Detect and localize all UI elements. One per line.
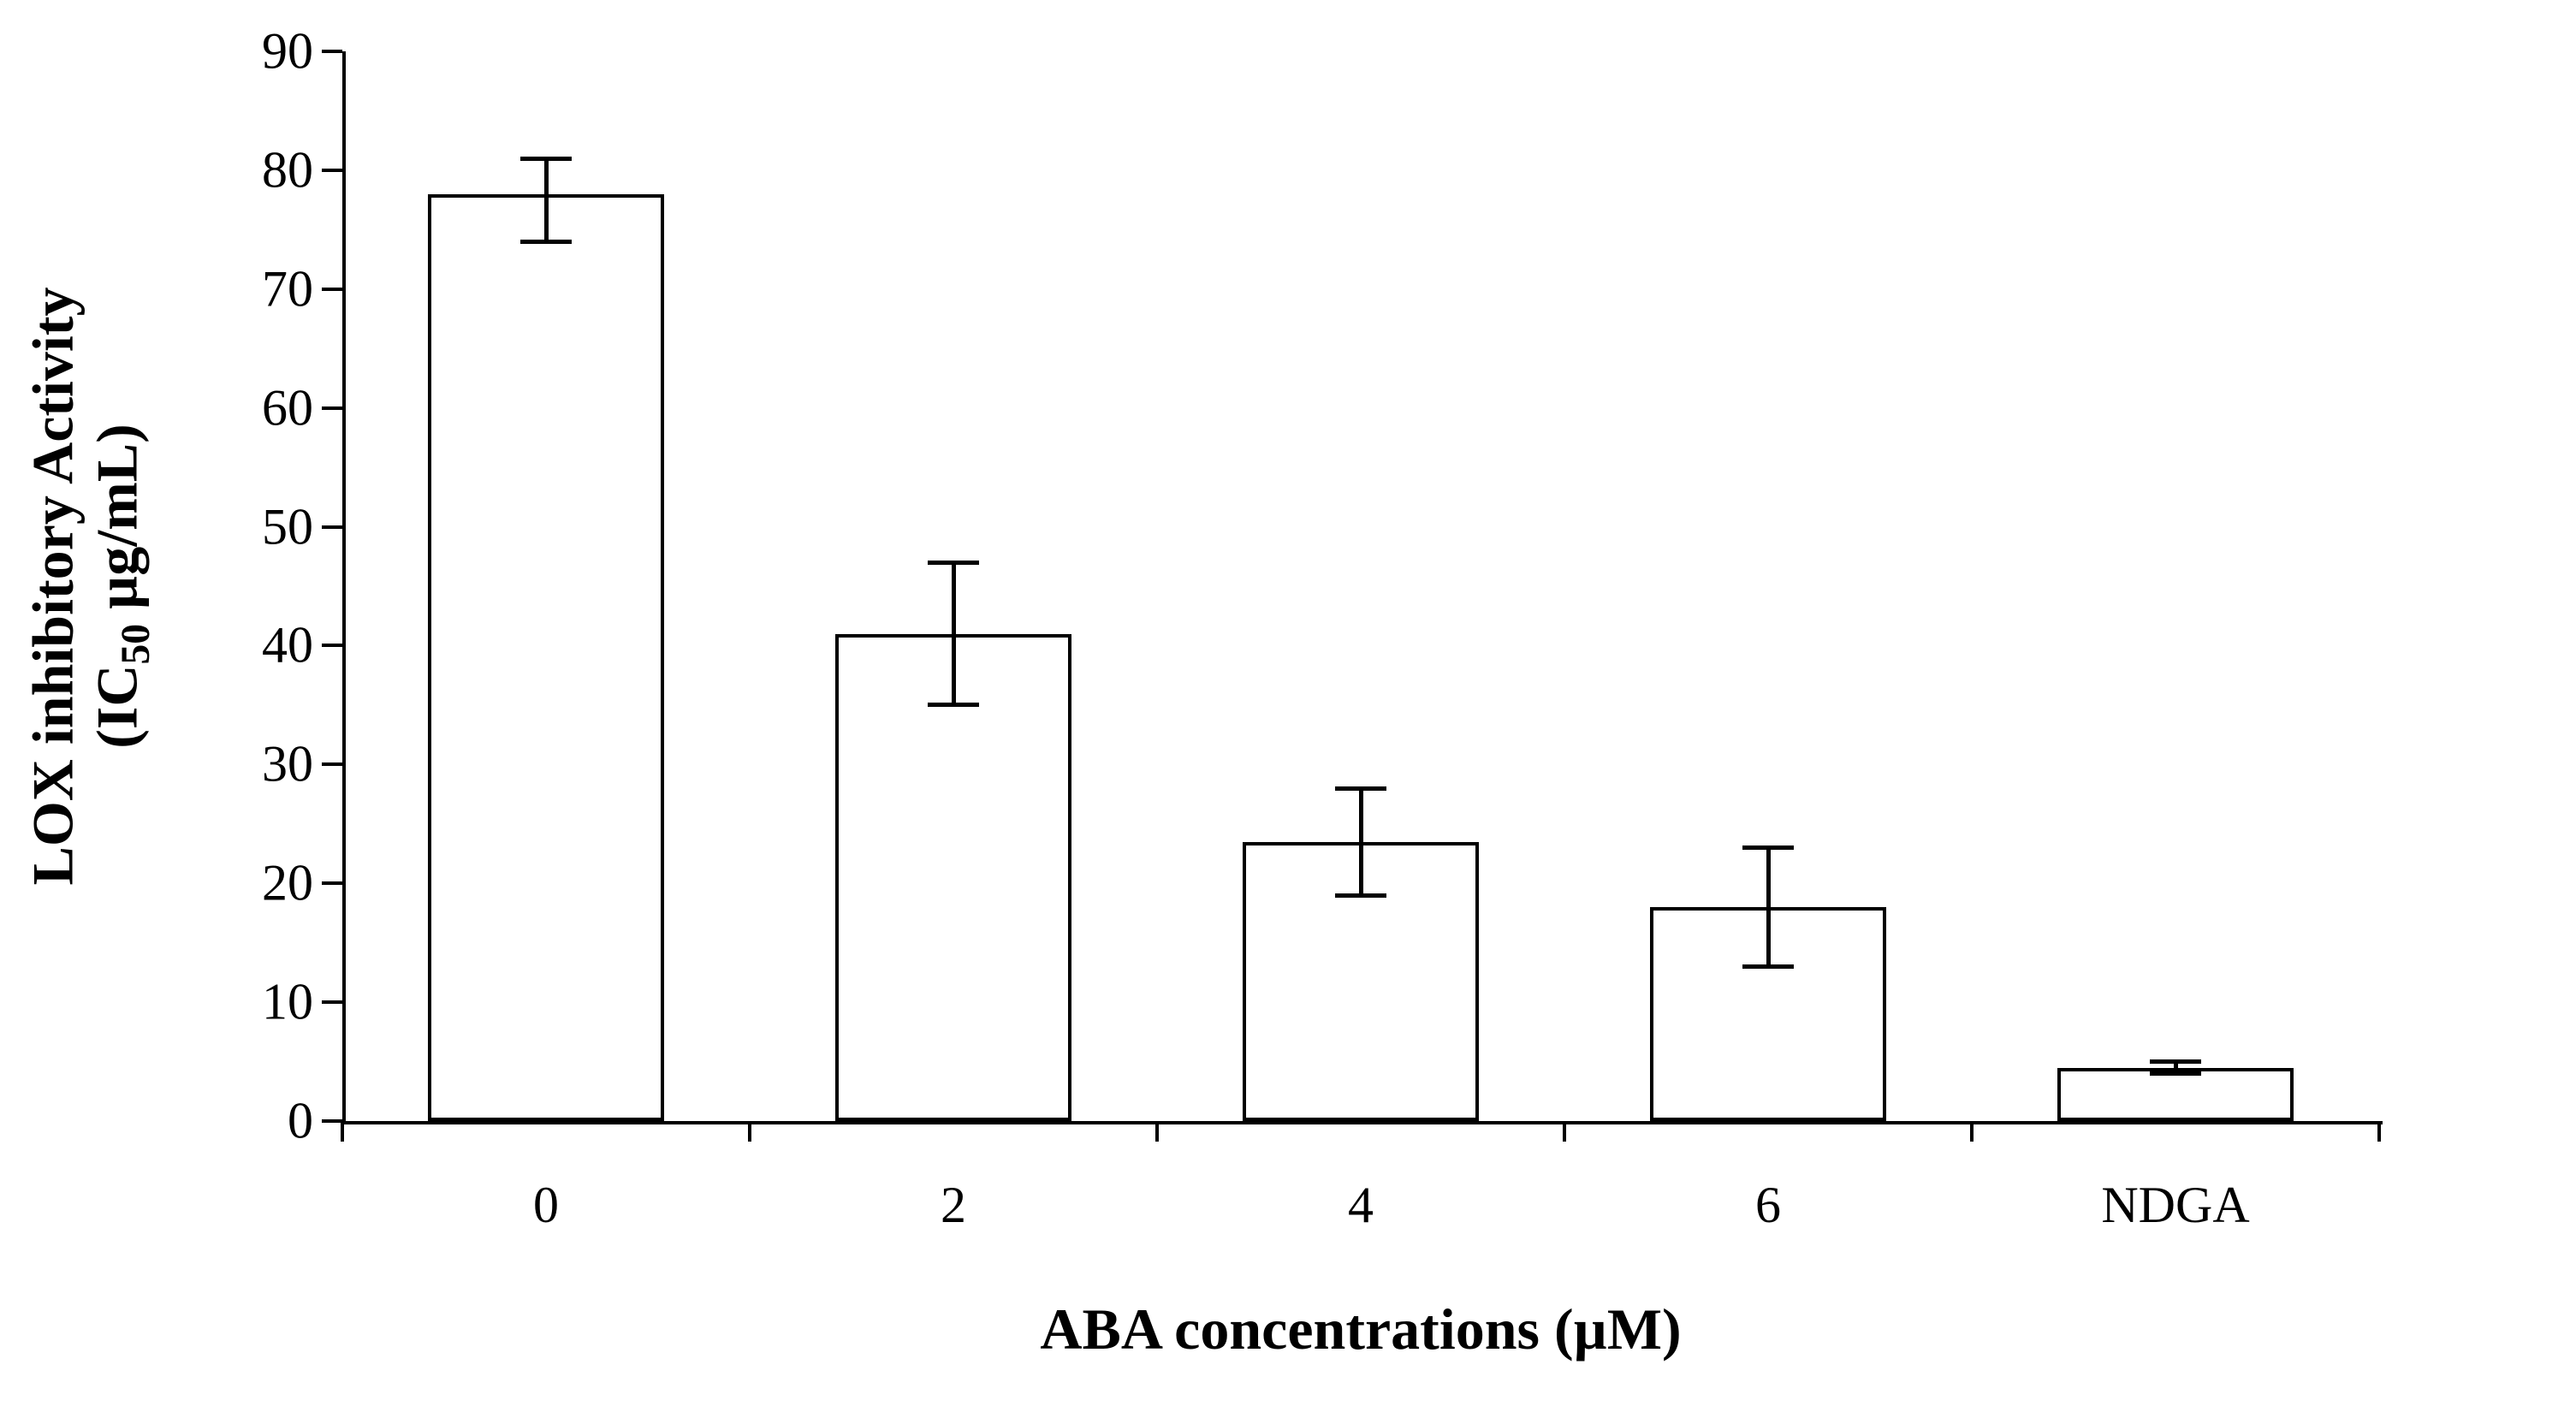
y-tick-label: 50 (219, 497, 313, 556)
y-axis-title-line2: (IC50 µg/mL) (85, 288, 158, 886)
x-tick-label: NDGA (2101, 1176, 2249, 1235)
y-tick-mark (322, 1000, 342, 1004)
errorbar-stem (1766, 848, 1771, 967)
y-tick-label: 90 (219, 22, 313, 81)
y-tick-label: 40 (219, 616, 313, 675)
x-tick-label: 2 (941, 1176, 966, 1235)
y-tick-label: 0 (219, 1092, 313, 1151)
errorbar-cap (1742, 964, 1794, 969)
y-tick-label: 60 (219, 378, 313, 437)
errorbar-cap (520, 157, 572, 161)
x-tick-label: 6 (1755, 1176, 1781, 1235)
x-tick-mark (1155, 1121, 1159, 1142)
y-tick-mark (322, 881, 342, 885)
y-tick-mark (322, 288, 342, 291)
errorbar-stem (1359, 788, 1363, 895)
bar (428, 194, 664, 1121)
x-tick-mark (748, 1121, 751, 1142)
x-tick-mark (1970, 1121, 1974, 1142)
lox-inhibitory-chart: 0 10 20 30 40 50 60 70 80 90 0 2 4 6 NDGA LOX inhibit… (0, 0, 2576, 1418)
errorbar-cap (2150, 1059, 2201, 1064)
x-tick-label: 0 (533, 1176, 559, 1235)
errorbar-stem (952, 562, 956, 705)
y-tick-label: 30 (219, 735, 313, 794)
y-tick-mark (322, 644, 342, 647)
errorbar-cap (928, 561, 979, 565)
errorbar-stem (544, 158, 549, 241)
y-tick-label: 80 (219, 140, 313, 199)
errorbar-cap (1742, 845, 1794, 850)
y-axis-title: LOX inhibitory Activity(IC50 µg/mL) (21, 288, 159, 886)
x-tick-mark (2377, 1121, 2381, 1142)
x-tick-mark (341, 1121, 344, 1142)
errorbar-cap (1335, 786, 1386, 791)
x-tick-mark (1563, 1121, 1566, 1142)
errorbar-cap (928, 703, 979, 707)
errorbar-cap (520, 240, 572, 244)
y-tick-label: 20 (219, 854, 313, 913)
y-tick-mark (322, 1119, 342, 1123)
y-tick-label: 10 (219, 973, 313, 1032)
y-axis-title-line1: LOX inhibitory Activity (21, 288, 86, 886)
y-tick-label: 70 (219, 259, 313, 318)
x-tick-label: 4 (1348, 1176, 1374, 1235)
x-axis-title: ABA concentrations (µM) (1040, 1296, 1681, 1363)
y-tick-mark (322, 406, 342, 410)
y-tick-mark (322, 169, 342, 172)
y-tick-mark (322, 50, 342, 53)
y-tick-mark (322, 525, 342, 529)
errorbar-cap (1335, 893, 1386, 898)
errorbar-cap (2150, 1071, 2201, 1076)
y-tick-mark (322, 762, 342, 766)
